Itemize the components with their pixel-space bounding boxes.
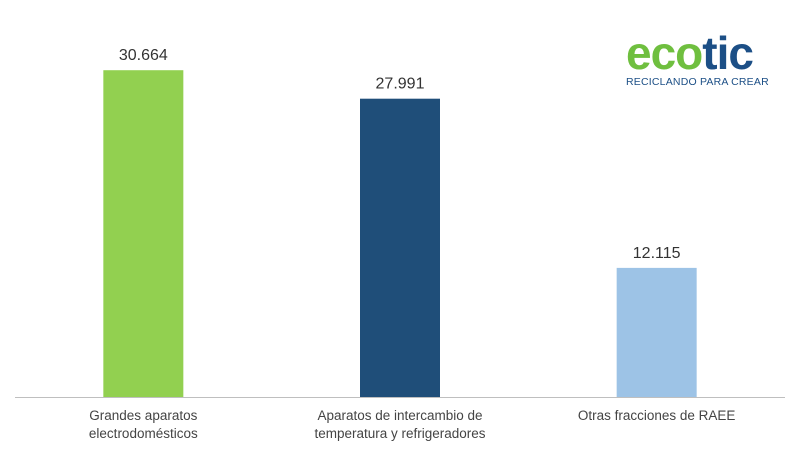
logo-word-eco: eco: [626, 27, 703, 79]
bar-2: [360, 98, 440, 397]
value-labels-group: 30.664 27.991 12.115: [119, 47, 681, 262]
value-label-1: 30.664: [119, 47, 168, 64]
category-label-line: Aparatos de intercambio de: [317, 408, 482, 423]
category-label-line: Grandes aparatos: [89, 408, 197, 423]
ecotic-logo: ecotic RECICLANDO PARA CREAR: [626, 30, 776, 88]
logo-tagline: RECICLANDO PARA CREAR: [626, 76, 769, 88]
value-label-2: 27.991: [376, 76, 425, 93]
bars-group: [103, 70, 697, 397]
value-label-3: 12.115: [633, 245, 681, 262]
category-label-3: Otras fracciones de RAEE: [578, 408, 736, 423]
category-label-line: electrodomésticos: [89, 426, 198, 441]
category-label-2: Aparatos de intercambio de temperatura y …: [314, 408, 485, 441]
logo-wordmark: ecotic: [626, 30, 776, 76]
category-labels-group: Grandes aparatos electrodomésticos Aparato…: [89, 408, 736, 441]
logo-word-tic: tic: [702, 27, 754, 79]
bar-1: [103, 70, 184, 397]
category-label-line: Otras fracciones de RAEE: [578, 408, 736, 423]
category-label-line: temperatura y refrigeradores: [314, 426, 485, 441]
category-label-1: Grandes aparatos electrodomésticos: [89, 408, 198, 441]
bar-3: [616, 267, 697, 397]
